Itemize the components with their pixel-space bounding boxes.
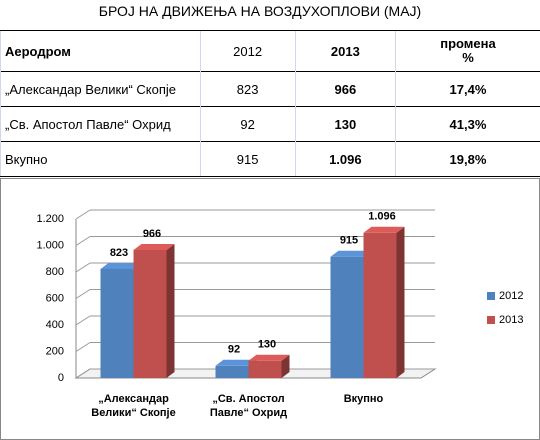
table-cell: 915 bbox=[199, 141, 296, 177]
grid-line bbox=[75, 209, 91, 220]
chart-area: 0 200 400 600 800 1.000 1.200 823 966 92 130 915 1.0… bbox=[0, 178, 540, 440]
grid-line bbox=[75, 236, 91, 246]
table-cell: 130 bbox=[294, 106, 396, 142]
table-cell: промена % bbox=[394, 30, 540, 72]
cell-text: 41,3% bbox=[449, 116, 487, 132]
table-cell: 823 bbox=[199, 71, 296, 107]
data-table: Аеродром 2012 2013 промена % „Александар Вел… bbox=[0, 30, 540, 177]
legend-swatch bbox=[487, 316, 495, 324]
cell-text: „Св. Апостол Павле“ Охрид bbox=[5, 116, 171, 132]
x-tick-label: „Александар Велики“ Скопје bbox=[91, 393, 176, 419]
grid-line bbox=[75, 289, 91, 299]
bar bbox=[330, 256, 364, 378]
cell-text: 1.096 bbox=[329, 151, 362, 167]
bar-top bbox=[133, 244, 175, 251]
cell-text: 823 bbox=[236, 81, 259, 97]
y-tick-label: 600 bbox=[46, 292, 64, 304]
grid-line bbox=[75, 368, 91, 379]
table-cell: 19,8% bbox=[394, 141, 540, 177]
value-label: 1.096 bbox=[368, 211, 396, 223]
bar-top bbox=[100, 262, 142, 269]
cell-text: промена % bbox=[440, 36, 496, 65]
bar bbox=[248, 360, 282, 378]
table-cell: 1.096 bbox=[294, 141, 396, 177]
table-cell: 2013 bbox=[294, 30, 396, 72]
table-cell: 92 bbox=[199, 106, 296, 142]
y-tick-label: 1.200 bbox=[36, 213, 64, 225]
bar-side bbox=[396, 226, 405, 378]
grid-line bbox=[75, 315, 91, 326]
bar bbox=[215, 365, 249, 378]
value-label: 130 bbox=[258, 339, 276, 351]
value-label: 915 bbox=[340, 235, 358, 247]
table-cell: „Св. Апостол Павле“ Охрид bbox=[0, 106, 200, 142]
table-row: Аеродром 2012 2013 промена % bbox=[0, 30, 540, 72]
y-tick-label: 800 bbox=[46, 266, 64, 278]
bar-side bbox=[281, 354, 290, 378]
cell-text: Аеродром bbox=[5, 43, 71, 59]
bar bbox=[133, 250, 167, 378]
cell-text: „Александар Велики“ Скопје bbox=[5, 81, 177, 97]
bar-side bbox=[166, 244, 175, 378]
bar-top bbox=[248, 354, 290, 361]
y-tick-label: 400 bbox=[46, 319, 64, 331]
table-cell: „Александар Велики“ Скопје bbox=[0, 71, 200, 107]
value-label: 823 bbox=[110, 247, 128, 259]
bar-top bbox=[215, 359, 257, 366]
cell-text: 17,4% bbox=[449, 81, 487, 97]
value-label: 92 bbox=[228, 344, 240, 356]
table-row: „Александар Велики“ Скопје 823 966 17,4% bbox=[0, 71, 540, 107]
value-label: 966 bbox=[143, 228, 161, 240]
bar-top bbox=[330, 250, 372, 257]
grid-line bbox=[75, 342, 91, 352]
legend-label: 2012 bbox=[499, 290, 523, 302]
cell-text: 130 bbox=[334, 116, 357, 132]
table-cell: 41,3% bbox=[394, 106, 540, 142]
cell-text: 2012 bbox=[233, 43, 263, 59]
table-cell: 966 bbox=[294, 71, 396, 107]
bar-top bbox=[363, 226, 405, 233]
bar bbox=[363, 232, 397, 378]
y-tick-label: 1.000 bbox=[36, 239, 64, 251]
y-tick-label: 0 bbox=[58, 372, 64, 384]
cell-text: 966 bbox=[334, 81, 357, 97]
cell-text: 19,8% bbox=[449, 151, 487, 167]
grid-line bbox=[75, 262, 91, 273]
cell-text: 92 bbox=[240, 116, 255, 132]
table-row: Вкупно 915 1.096 19,8% bbox=[0, 141, 540, 177]
x-tick-label: Вкупно bbox=[343, 393, 384, 405]
cell-text: 915 bbox=[236, 151, 259, 167]
legend-swatch bbox=[487, 292, 495, 300]
table-cell: Аеродром bbox=[0, 30, 200, 72]
chart: 0 200 400 600 800 1.000 1.200 823 966 92 130 915 1.0… bbox=[36, 209, 523, 384]
table-cell: 17,4% bbox=[394, 71, 540, 107]
cell-text: Вкупно bbox=[5, 151, 48, 167]
legend-label: 2013 bbox=[499, 314, 523, 326]
table-cell: 2012 bbox=[199, 30, 296, 72]
y-tick-label: 200 bbox=[46, 345, 64, 357]
bar bbox=[100, 268, 134, 378]
table-title: БРОЈ НА ДВИЖЕЊА НА ВОЗДУХОПЛОВИ (МАЈ) bbox=[98, 3, 422, 19]
table-cell: Вкупно bbox=[0, 141, 200, 177]
table-row: „Св. Апостол Павле“ Охрид 92 130 41,3% bbox=[0, 106, 540, 142]
cell-text: 2013 bbox=[330, 43, 360, 59]
x-tick-label: „Св. Апостол Павле“ Охрид bbox=[209, 393, 288, 419]
